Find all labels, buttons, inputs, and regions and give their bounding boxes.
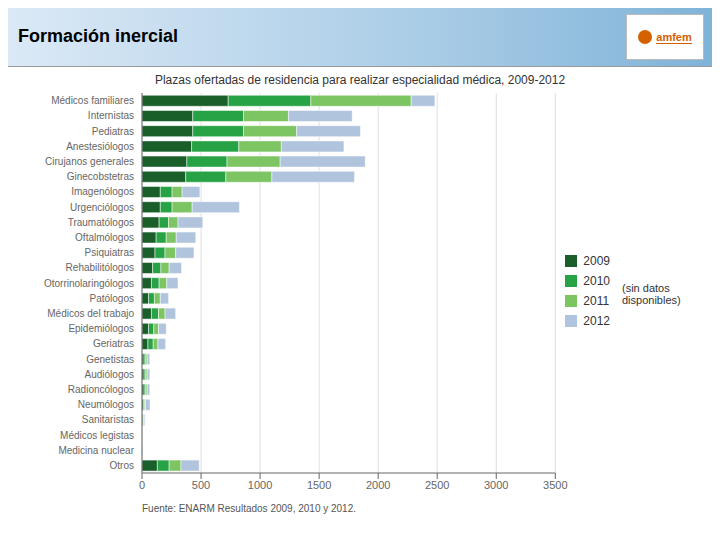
svg-text:3500: 3500: [543, 479, 567, 491]
html-text:2009: 2009: [583, 254, 610, 268]
svg-text:2500: 2500: [425, 479, 449, 491]
html-text:amfem: amfem: [656, 30, 692, 43]
svg-text:Rehabilitólogos: Rehabilitólogos: [66, 262, 134, 273]
svg-text:500: 500: [192, 479, 210, 491]
svg-text:Audiólogos: Audiólogos: [85, 369, 134, 380]
svg-text:Anestesiólogos: Anestesiólogos: [66, 141, 134, 152]
svg-text:3000: 3000: [484, 479, 508, 491]
svg-text:Medicina nuclear: Medicina nuclear: [58, 445, 134, 456]
svg-text:Ginecobstetras: Ginecobstetras: [67, 171, 134, 182]
html-text:2010: 2010: [583, 274, 610, 288]
svg-text:Oftalmólogos: Oftalmólogos: [75, 232, 134, 243]
html-text:2012: 2012: [583, 314, 610, 328]
svg-text:Otros: Otros: [110, 460, 134, 471]
svg-text:Geriatras: Geriatras: [93, 338, 134, 349]
svg-text:Médicos legistas: Médicos legistas: [60, 430, 134, 441]
html-text:Plazas ofertadas de residencia: Plazas ofertadas de residencia para real…: [154, 73, 566, 87]
html-text:(sin datos disponibles): (sin datos disponibles): [622, 282, 681, 306]
svg-text:1000: 1000: [248, 479, 272, 491]
svg-text:Psiquiatras: Psiquiatras: [85, 247, 134, 258]
svg-text:Pediatras: Pediatras: [92, 126, 134, 137]
html-text:2011: 2011: [583, 294, 610, 308]
svg-text:Neumólogos: Neumólogos: [78, 399, 134, 410]
svg-text:Médicos del trabajo: Médicos del trabajo: [47, 308, 134, 319]
svg-text:Radioncólogos: Radioncólogos: [68, 384, 134, 395]
svg-text:0: 0: [139, 479, 145, 491]
svg-text:Urgenciólogos: Urgenciólogos: [70, 202, 134, 213]
svg-text:Sanitaristas: Sanitaristas: [82, 414, 134, 425]
svg-text:Patólogos: Patólogos: [90, 293, 134, 304]
svg-text:Imagenólogos: Imagenólogos: [71, 186, 134, 197]
svg-text:Cirujanos generales: Cirujanos generales: [45, 156, 134, 167]
svg-text:1500: 1500: [307, 479, 331, 491]
svg-text:Médicos familiares: Médicos familiares: [51, 95, 134, 106]
html-text:Fuente: ENARM Resultados 2009,: Fuente: ENARM Resultados 2009, 2010 y 20…: [142, 503, 356, 514]
svg-text:Otorrinolaringólogos: Otorrinolaringólogos: [44, 278, 134, 289]
svg-text:2000: 2000: [366, 479, 390, 491]
svg-text:Traumatólogos: Traumatólogos: [68, 217, 134, 228]
svg-text:Epidemiólogos: Epidemiólogos: [68, 323, 134, 334]
html-text:Formación inercial: Formación inercial: [18, 26, 179, 46]
svg-text:Internistas: Internistas: [88, 110, 134, 121]
svg-text:Genetistas: Genetistas: [86, 354, 134, 365]
